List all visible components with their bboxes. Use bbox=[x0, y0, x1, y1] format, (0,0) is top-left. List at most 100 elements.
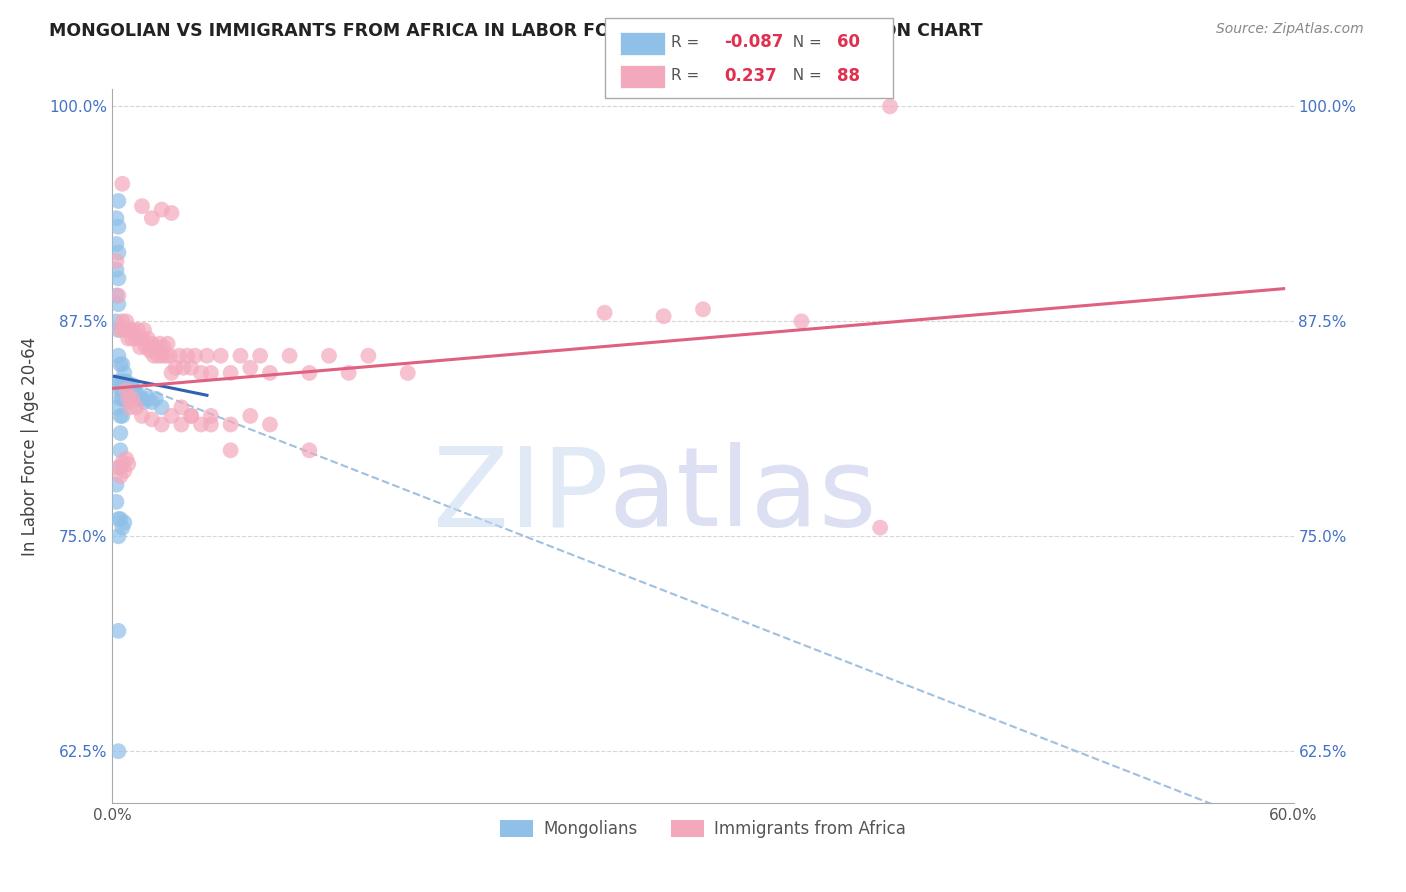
Point bbox=[107, 624, 129, 638]
Point bbox=[160, 366, 183, 380]
Point bbox=[139, 343, 162, 358]
Point bbox=[152, 340, 174, 354]
Y-axis label: In Labor Force | Age 20-64: In Labor Force | Age 20-64 bbox=[21, 336, 38, 556]
Point bbox=[107, 219, 129, 234]
Point bbox=[110, 469, 132, 483]
Point bbox=[105, 254, 128, 268]
Point bbox=[117, 395, 139, 409]
Text: -0.087: -0.087 bbox=[724, 33, 783, 51]
Point bbox=[127, 323, 149, 337]
Point bbox=[190, 417, 212, 432]
Point bbox=[115, 451, 138, 466]
Point bbox=[150, 417, 173, 432]
Point bbox=[396, 366, 419, 380]
Point bbox=[160, 206, 183, 220]
Point bbox=[170, 417, 193, 432]
Point bbox=[131, 392, 153, 406]
Point bbox=[105, 495, 128, 509]
Point bbox=[146, 349, 169, 363]
Point bbox=[110, 443, 132, 458]
Point bbox=[155, 349, 177, 363]
Point bbox=[318, 349, 340, 363]
Legend: Mongolians, Immigrants from Africa: Mongolians, Immigrants from Africa bbox=[494, 813, 912, 845]
Point bbox=[169, 349, 191, 363]
Point bbox=[239, 409, 262, 423]
Point bbox=[249, 349, 271, 363]
Point bbox=[112, 366, 135, 380]
Point bbox=[120, 392, 142, 406]
Point bbox=[132, 323, 155, 337]
Point bbox=[209, 349, 232, 363]
Point bbox=[111, 375, 134, 389]
Point bbox=[110, 409, 132, 423]
Point bbox=[125, 401, 148, 415]
Point bbox=[111, 521, 134, 535]
Point bbox=[110, 460, 132, 475]
Text: R =: R = bbox=[671, 35, 704, 50]
Point bbox=[195, 349, 218, 363]
Point bbox=[125, 332, 148, 346]
Point bbox=[142, 349, 165, 363]
Point bbox=[259, 417, 281, 432]
Point bbox=[120, 401, 142, 415]
Point bbox=[117, 378, 139, 392]
Point bbox=[110, 512, 132, 526]
Point bbox=[357, 349, 380, 363]
Point bbox=[141, 336, 163, 351]
Point bbox=[121, 378, 143, 392]
Text: N =: N = bbox=[783, 35, 827, 50]
Point bbox=[115, 314, 138, 328]
Point bbox=[136, 332, 159, 346]
Point bbox=[107, 375, 129, 389]
Point bbox=[129, 340, 152, 354]
Point bbox=[111, 357, 134, 371]
Point bbox=[122, 383, 145, 397]
Point bbox=[184, 349, 207, 363]
Point bbox=[176, 349, 198, 363]
Point bbox=[141, 412, 163, 426]
Point bbox=[298, 366, 321, 380]
Point bbox=[122, 323, 145, 337]
Text: 88: 88 bbox=[837, 67, 859, 85]
Point bbox=[111, 392, 134, 406]
Point bbox=[156, 336, 179, 351]
Point bbox=[110, 323, 132, 337]
Point bbox=[135, 340, 157, 354]
Point bbox=[190, 366, 212, 380]
Point bbox=[120, 323, 142, 337]
Point bbox=[112, 392, 135, 406]
Point bbox=[150, 202, 173, 217]
Point bbox=[200, 417, 222, 432]
Point bbox=[652, 309, 675, 323]
Point bbox=[219, 443, 242, 458]
Point bbox=[117, 392, 139, 406]
Point bbox=[105, 236, 128, 251]
Point bbox=[107, 297, 129, 311]
Text: atlas: atlas bbox=[609, 442, 877, 549]
Point bbox=[121, 392, 143, 406]
Text: ZIP: ZIP bbox=[433, 442, 609, 549]
Point bbox=[259, 366, 281, 380]
Point bbox=[141, 211, 163, 226]
Point bbox=[110, 383, 132, 397]
Point bbox=[125, 386, 148, 401]
Point bbox=[129, 388, 152, 402]
Point bbox=[121, 332, 143, 346]
Point bbox=[150, 401, 173, 415]
Point bbox=[180, 409, 202, 423]
Point bbox=[117, 457, 139, 471]
Point bbox=[107, 271, 129, 285]
Point bbox=[107, 529, 129, 543]
Point bbox=[136, 392, 159, 406]
Point bbox=[115, 383, 138, 397]
Point bbox=[132, 395, 155, 409]
Point bbox=[112, 464, 135, 478]
Point bbox=[112, 383, 135, 397]
Point bbox=[131, 409, 153, 423]
Point bbox=[337, 366, 360, 380]
Point bbox=[105, 477, 128, 491]
Point bbox=[170, 401, 193, 415]
Point bbox=[111, 314, 134, 328]
Point bbox=[111, 409, 134, 423]
Point bbox=[112, 516, 135, 530]
